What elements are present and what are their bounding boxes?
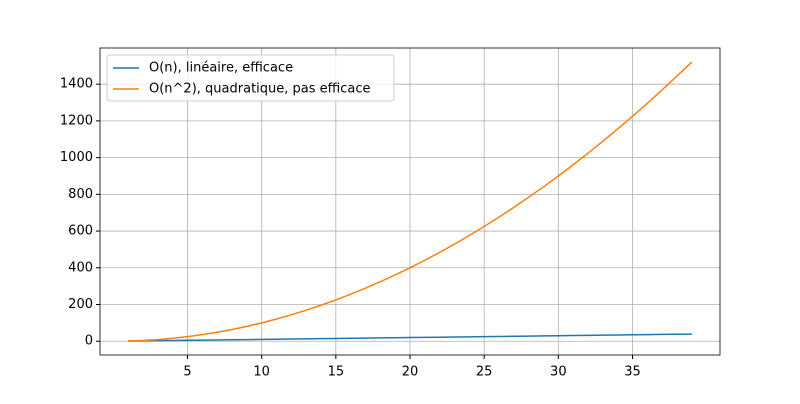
legend-label: O(n^2), quadratique, pas efficace <box>149 82 370 97</box>
x-tick-label: 15 <box>328 365 345 380</box>
x-tick-label: 10 <box>253 365 270 380</box>
series-line <box>128 61 693 342</box>
x-tick-label: 30 <box>550 365 567 380</box>
axes-frame <box>99 47 721 356</box>
y-tick-label: 200 <box>68 297 93 312</box>
x-tick-label: 20 <box>402 365 419 380</box>
y-tick-label: 600 <box>68 224 93 239</box>
legend-box <box>106 54 395 102</box>
y-tick-label: 1200 <box>60 113 93 128</box>
y-tick-label: 1400 <box>60 77 93 92</box>
x-tick-label: 25 <box>476 365 493 380</box>
x-tick-label: 35 <box>624 365 641 380</box>
legend-label: O(n), linéaire, efficace <box>149 61 293 76</box>
y-tick-label: 400 <box>68 260 93 275</box>
y-tick-label: 1000 <box>60 150 93 165</box>
y-tick-label: 0 <box>85 334 93 349</box>
x-tick-label: 5 <box>183 365 191 380</box>
series-line <box>128 333 692 342</box>
y-tick-label: 800 <box>68 187 93 202</box>
